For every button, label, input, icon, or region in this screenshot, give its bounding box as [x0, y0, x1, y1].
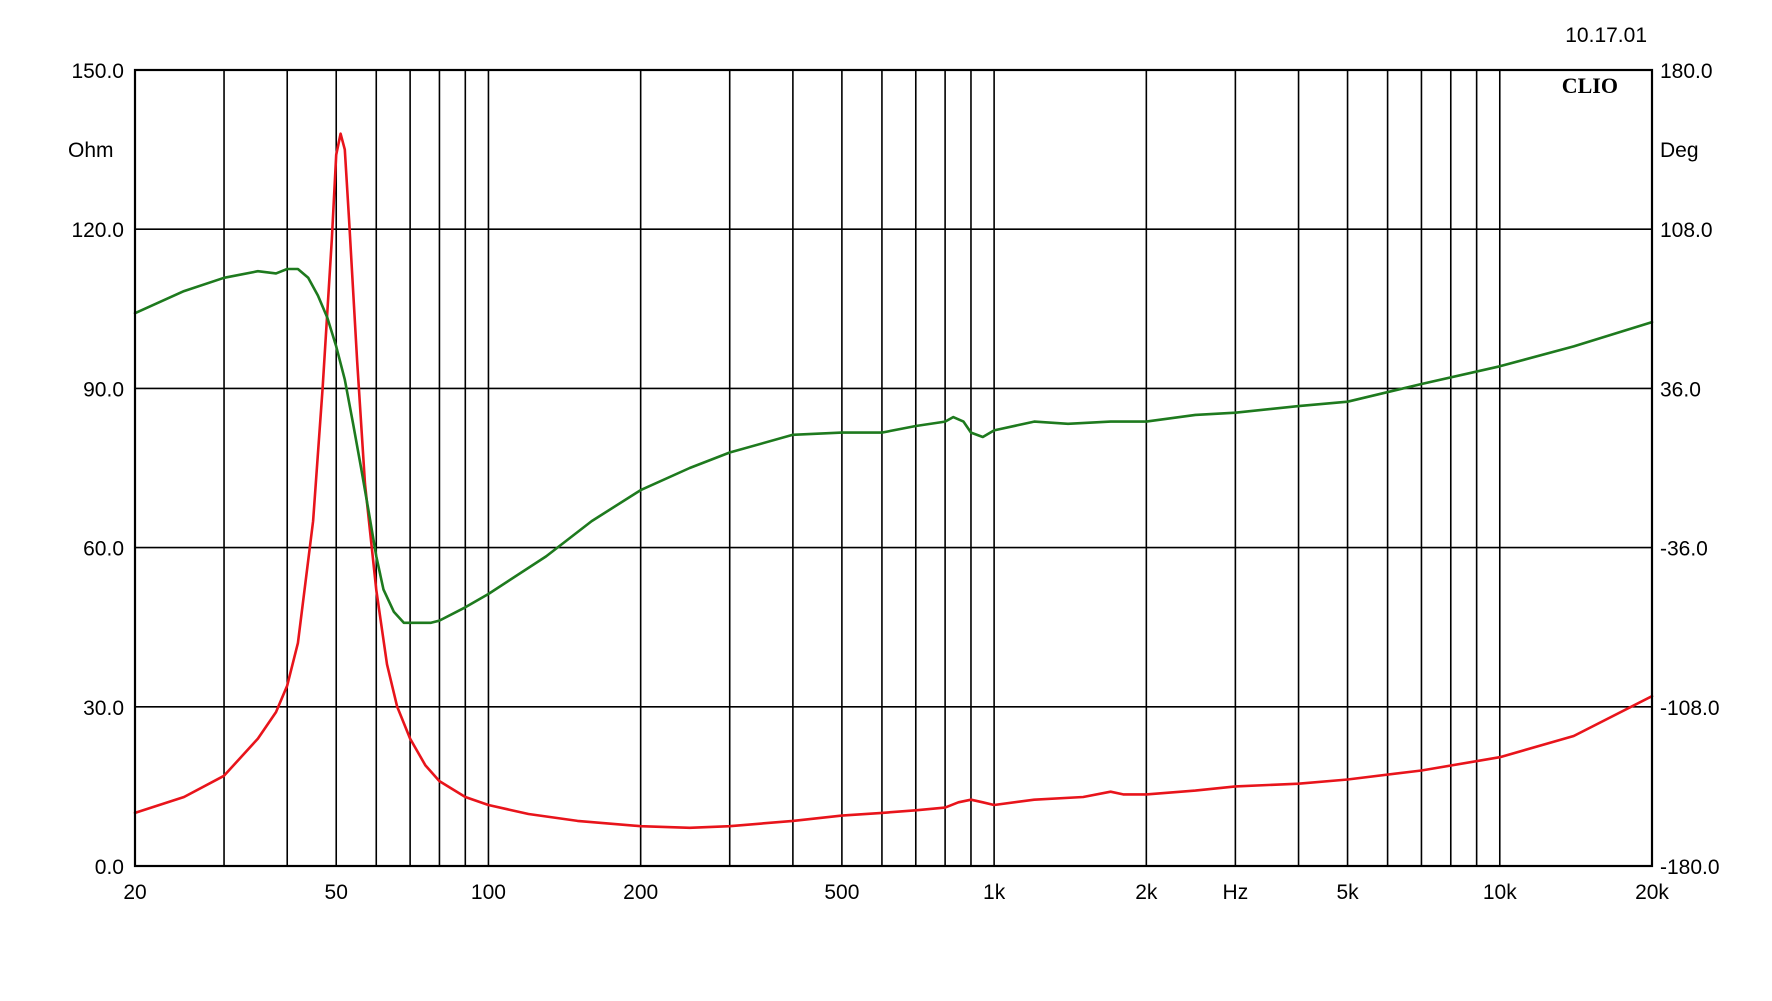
phase-series-line: [133, 267, 1654, 625]
x-tick-label: 1k: [983, 881, 1006, 904]
x-tick-label: 20k: [1635, 881, 1669, 904]
x-tick-label: 10k: [1483, 881, 1517, 904]
left-tick-label: 60.0: [83, 538, 124, 561]
x-tick-label: 100: [471, 881, 506, 904]
left-tick-label: 120.0: [71, 219, 124, 242]
x-tick-label: 200: [623, 881, 658, 904]
left-tick-label: 90.0: [83, 378, 124, 401]
right-tick-label: 108.0: [1660, 219, 1713, 242]
left-tick-label: 30.0: [83, 697, 124, 720]
x-tick-label: 50: [325, 881, 348, 904]
gridlines: [135, 69, 1653, 867]
right-tick-label: -180.0: [1660, 856, 1720, 879]
x-tick-label: 500: [824, 881, 859, 904]
left-tick-label: 150.0: [71, 60, 124, 83]
right-tick-label: -36.0: [1660, 538, 1708, 561]
clio-logo: CLIO: [1562, 73, 1618, 98]
right-tick-label: 36.0: [1660, 378, 1701, 401]
x-tick-label: 20: [123, 881, 146, 904]
impedance-series-line: [133, 132, 1654, 830]
left-tick-label: 0.0: [95, 856, 124, 879]
right-tick-label: 180.0: [1660, 60, 1713, 83]
series-layer: [133, 132, 1654, 830]
right-axis-unit: Deg: [1660, 139, 1699, 162]
tick-labels: 20 50 100 200 500 1k 2k Hz 5k 10k 20k 0.0 30.0 60.0 90…: [71, 60, 1719, 904]
plot-frame: [133, 68, 1654, 868]
x-tick-label: Hz: [1223, 881, 1249, 904]
right-tick-label: -108.0: [1660, 697, 1720, 720]
x-tick-label: 2k: [1135, 881, 1158, 904]
x-tick-label: 5k: [1336, 881, 1359, 904]
date-stamp: 10.17.01: [1565, 24, 1647, 47]
left-axis-unit: Ohm: [68, 139, 114, 162]
